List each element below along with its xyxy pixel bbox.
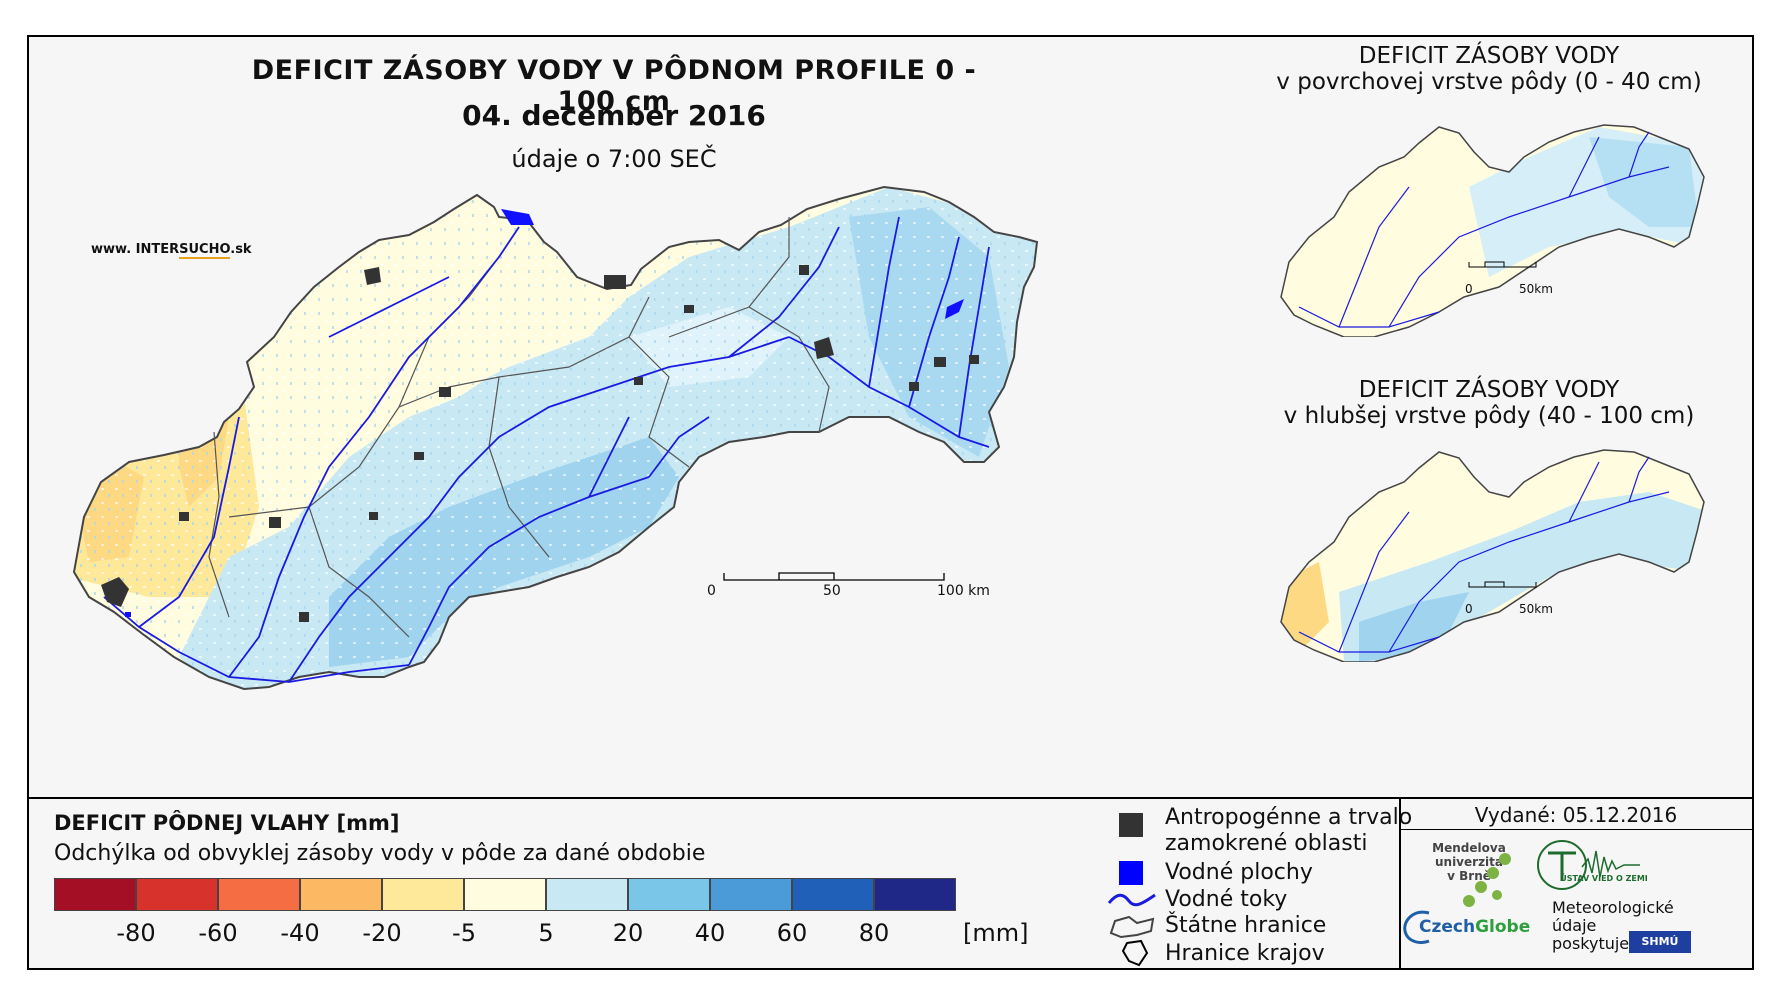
mendel-line3: v Brně bbox=[1447, 869, 1491, 883]
symbol-state-border bbox=[1109, 915, 1155, 939]
legend-swatch-2 bbox=[218, 878, 300, 911]
inset-surface-title-line1: DEFICIT ZÁSOBY VODY bbox=[1358, 43, 1620, 69]
inset-surface-title-line2: v povrchovej vrstve pôdy (0 - 40 cm) bbox=[1276, 69, 1702, 95]
website-prefix: www. INTER bbox=[91, 242, 180, 257]
legend-swatch-5 bbox=[464, 878, 546, 911]
symbol-water-streams bbox=[1107, 893, 1156, 907]
inset-surface-map bbox=[1280, 124, 1705, 337]
main-scale-label-0: 0 bbox=[707, 583, 716, 599]
inset-deep-title: DEFICIT ZÁSOBY VODY v hlubšej vrstve pôd… bbox=[1269, 377, 1709, 429]
mendel-university-logo: Mendelova univerzita v Brně bbox=[1419, 841, 1519, 883]
main-scale-label-100: 100 km bbox=[937, 583, 990, 599]
earth-science-institute-logo bbox=[1537, 840, 1640, 890]
legend-tick-0: -80 bbox=[116, 919, 156, 947]
data-providers-line2: údaje bbox=[1552, 916, 1597, 935]
legend-tick-1: -60 bbox=[198, 919, 238, 947]
website-link[interactable]: www. INTERSUCHO.sk bbox=[91, 242, 252, 259]
symbol-water-bodies-label: Vodné plochy bbox=[1165, 860, 1313, 885]
czechglobe-logo-mark bbox=[1403, 910, 1430, 945]
czechglobe-text-b: Globe bbox=[1475, 917, 1531, 937]
legend-tick-8: 60 bbox=[776, 919, 808, 947]
legend-panel: DEFICIT PÔDNEJ VLAHY [mm] Odchýlka od ob… bbox=[29, 797, 1754, 970]
symbol-anthropogenic-label: Antropogénne a trvalo zamokrené oblasti bbox=[1165, 805, 1412, 857]
ustav-vied-o-zemi-text: ÚSTAV VIED O ZEMI bbox=[1560, 874, 1648, 883]
inset-surface-title: DEFICIT ZÁSOBY VODY v povrchovej vrstve … bbox=[1269, 43, 1709, 95]
main-map-date: 04. december 2016 bbox=[462, 99, 766, 132]
symbol-water-streams-label: Vodné toky bbox=[1165, 887, 1288, 912]
inset-surface-scale-0: 0 bbox=[1465, 282, 1473, 296]
symbol-anthropogenic-line1: Antropogénne a trvalo bbox=[1165, 805, 1413, 830]
inset-deep-scale-50: 50km bbox=[1519, 602, 1553, 616]
symbol-state-border-label: Štátne hranice bbox=[1165, 913, 1327, 938]
issued-date: Vydané: 05.12.2016 bbox=[1474, 803, 1678, 827]
main-scale-label-50: 50 bbox=[823, 583, 841, 599]
issued-divider bbox=[1399, 829, 1754, 830]
main-map-title: DEFICIT ZÁSOBY VODY V PÔDNOM PROFILE 0 -… bbox=[251, 55, 977, 117]
symbol-region-border bbox=[1121, 939, 1149, 967]
symbol-anthropogenic bbox=[1119, 813, 1143, 837]
legend-swatch-9 bbox=[792, 878, 874, 911]
inset-deep-scale-0: 0 bbox=[1465, 602, 1473, 616]
symbol-water-bodies bbox=[1119, 861, 1143, 885]
czechglobe-logo: CzechGlobe bbox=[1419, 917, 1530, 937]
legend-swatch-1 bbox=[136, 878, 218, 911]
legend-unit: [mm] bbox=[963, 919, 1029, 947]
legend-swatch-7 bbox=[628, 878, 710, 911]
mendel-dots-logo bbox=[1463, 853, 1511, 907]
legend-tick-9: 80 bbox=[858, 919, 890, 947]
shmu-logo-text: SHMÚ bbox=[1641, 935, 1679, 948]
legend-subtitle: Odchýlka od obvyklej zásoby vody v pôde … bbox=[54, 841, 706, 866]
legend-title: DEFICIT PÔDNEJ VLAHY [mm] bbox=[54, 811, 400, 835]
legend-tick-4: -5 bbox=[452, 919, 476, 947]
legend-tick-6: 20 bbox=[612, 919, 644, 947]
symbol-region-border-label: Hranice krajov bbox=[1165, 941, 1325, 966]
mendel-line2: univerzita bbox=[1434, 855, 1503, 869]
website-highlight: SUCHO bbox=[179, 242, 231, 259]
legend-swatch-6 bbox=[546, 878, 628, 911]
legend-tick-5: 5 bbox=[538, 919, 554, 947]
legend-swatch-8 bbox=[710, 878, 792, 911]
inset-deep-map bbox=[1280, 449, 1705, 662]
website-suffix: .sk bbox=[230, 242, 252, 257]
inset-deep-title-line2: v hlubšej vrstve pôdy (40 - 100 cm) bbox=[1283, 403, 1695, 429]
main-map bbox=[72, 185, 1039, 691]
shmu-logo: SHMÚ bbox=[1629, 931, 1691, 953]
legend-swatch-3 bbox=[300, 878, 382, 911]
legend-swatch-4 bbox=[382, 878, 464, 911]
legend-swatch-10 bbox=[874, 878, 956, 911]
symbol-anthropogenic-line2: zamokrené oblasti bbox=[1165, 831, 1368, 856]
legend-tick-2: -40 bbox=[280, 919, 320, 947]
legend-tick-7: 40 bbox=[694, 919, 726, 947]
main-map-time-note: údaje o 7:00 SEČ bbox=[511, 145, 717, 173]
czechglobe-text-a: Czech bbox=[1419, 917, 1476, 937]
data-providers-line1: Meteorologické bbox=[1552, 898, 1674, 917]
legend-swatch-0 bbox=[54, 878, 136, 911]
map-area: DEFICIT ZÁSOBY VODY V PÔDNOM PROFILE 0 -… bbox=[29, 37, 1752, 797]
data-providers-note: Meteorologické údaje poskytuje: bbox=[1552, 899, 1674, 953]
data-providers-line3: poskytuje: bbox=[1552, 934, 1635, 953]
inset-deep-title-line1: DEFICIT ZÁSOBY VODY bbox=[1358, 377, 1620, 403]
legend-tick-3: -20 bbox=[362, 919, 402, 947]
inset-surface-scale-50: 50km bbox=[1519, 282, 1553, 296]
mendel-line1: Mendelova bbox=[1432, 841, 1506, 855]
map-frame: DEFICIT ZÁSOBY VODY V PÔDNOM PROFILE 0 -… bbox=[27, 35, 1754, 970]
legend-divider bbox=[1399, 799, 1401, 970]
